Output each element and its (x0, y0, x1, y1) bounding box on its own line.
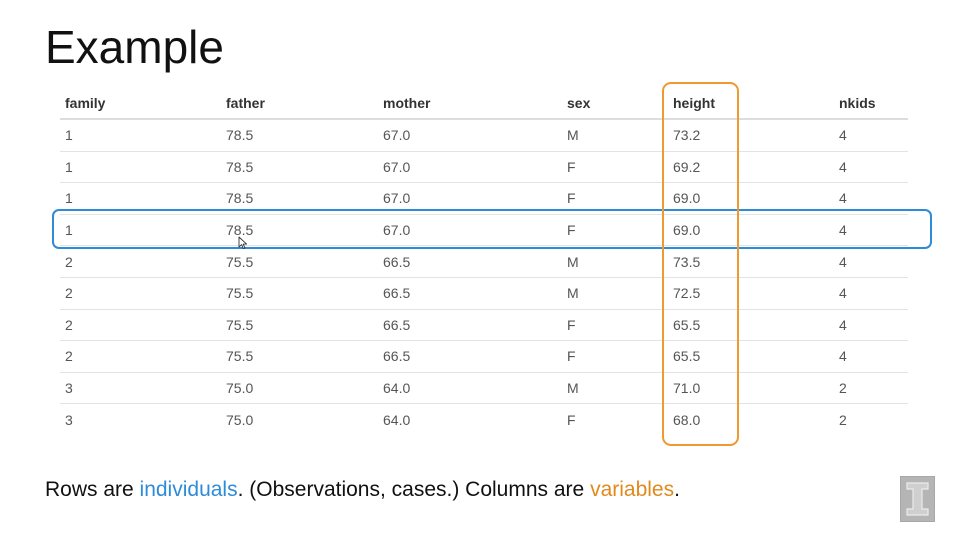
cell-sex: M (562, 245, 668, 278)
cell-height: 71.0 (668, 372, 834, 405)
cell-family: 3 (60, 372, 221, 405)
cell-sex: F (562, 309, 668, 342)
cell-height: 65.5 (668, 340, 834, 373)
header-mother: mother (378, 88, 562, 120)
slide-title: Example (45, 21, 224, 73)
caption-text-middle: . (Observations, cases.) Columns are (237, 478, 591, 501)
cell-height: 73.2 (668, 119, 834, 152)
cell-family: 1 (60, 214, 221, 247)
table-row: 2 75.5 66.5 M 72.5 4 (60, 277, 908, 310)
table-row: 1 78.5 67.0 F 69.0 4 (60, 182, 908, 215)
university-block-i-logo-icon (900, 476, 935, 522)
cell-mother: 66.5 (378, 277, 562, 310)
cell-mother: 67.0 (378, 214, 562, 247)
header-row: family father mother sex height nkids (60, 88, 908, 120)
cell-height: 73.5 (668, 245, 834, 278)
cell-father: 75.5 (221, 309, 378, 342)
caption-word-variables: variables (590, 478, 675, 501)
cell-nkids: 4 (834, 214, 908, 247)
cell-family: 2 (60, 245, 221, 278)
table-row: 3 75.0 64.0 F 68.0 2 (60, 404, 908, 435)
cell-height: 69.0 (668, 214, 834, 247)
cell-father: 75.5 (221, 340, 378, 373)
cell-nkids: 2 (834, 372, 908, 405)
cell-nkids: 4 (834, 277, 908, 310)
cell-mother: 67.0 (378, 151, 562, 184)
header-nkids: nkids (834, 88, 908, 120)
cell-mother: 64.0 (383, 411, 411, 428)
cell-father: 78.5 (221, 119, 378, 152)
cell-family: 1 (60, 182, 221, 215)
cell-family: 2 (60, 277, 221, 310)
cell-nkids: 4 (834, 151, 908, 184)
caption-word-individuals: individuals (139, 478, 238, 501)
cell-family: 1 (60, 151, 221, 184)
table-row-highlighted: 1 78.5 67.0 F 69.0 4 (60, 214, 908, 247)
cell-nkids: 4 (834, 309, 908, 342)
cell-nkids: 4 (834, 340, 908, 373)
cell-family: 2 (60, 340, 221, 373)
table-header: family father mother sex height nkids (60, 88, 908, 120)
table-row: 2 75.5 66.5 M 73.5 4 (60, 245, 908, 278)
cell-father: 78.5 (221, 214, 378, 247)
cell-nkids: 4 (834, 245, 908, 278)
cell-mother: 64.0 (378, 372, 562, 405)
cell-father: 78.5 (221, 182, 378, 215)
caption-text-end: . (674, 478, 680, 501)
cell-mother: 66.5 (378, 309, 562, 342)
data-table: family father mother sex height nkids 1 … (60, 88, 908, 435)
cell-father: 75.5 (221, 277, 378, 310)
cell-sex: F (567, 411, 576, 428)
cell-sex: F (562, 214, 668, 247)
table-row: 3 75.0 64.0 M 71.0 2 (60, 372, 908, 405)
cell-nkids: 4 (834, 182, 908, 215)
cell-height: 69.0 (668, 182, 834, 215)
cell-sex: M (562, 372, 668, 405)
cell-nkids: 4 (834, 119, 908, 152)
cell-father: 75.0 (221, 372, 378, 405)
cell-father: 75.0 (226, 411, 254, 428)
header-sex: sex (562, 88, 668, 120)
table-body: 1 78.5 67.0 M 73.2 4 1 78.5 67.0 F 69.2 … (60, 119, 908, 435)
table-row: 2 75.5 66.5 F 65.5 4 (60, 309, 908, 342)
cell-height: 68.0 (673, 411, 701, 428)
table-row: 1 78.5 67.0 F 69.2 4 (60, 151, 908, 184)
cell-mother: 67.0 (378, 182, 562, 215)
cell-height: 69.2 (668, 151, 834, 184)
cell-nkids: 2 (839, 411, 847, 428)
cell-father: 75.5 (221, 245, 378, 278)
cell-family: 2 (60, 309, 221, 342)
table-row: 1 78.5 67.0 M 73.2 4 (60, 119, 908, 152)
header-height: height (668, 88, 834, 120)
slide-caption: Rows are individuals. (Observations, cas… (45, 478, 680, 502)
header-father: father (221, 88, 378, 120)
cell-sex: M (562, 119, 668, 152)
cell-sex: F (562, 340, 668, 373)
cell-sex: M (562, 277, 668, 310)
table-row: 2 75.5 66.5 F 65.5 4 (60, 340, 908, 373)
cell-mother: 66.5 (378, 245, 562, 278)
header-family: family (60, 88, 221, 120)
cell-sex: F (562, 182, 668, 215)
cell-mother: 67.0 (378, 119, 562, 152)
cell-family: 1 (60, 119, 221, 152)
cell-father: 78.5 (221, 151, 378, 184)
cell-sex: F (562, 151, 668, 184)
cell-height: 65.5 (668, 309, 834, 342)
cell-height: 72.5 (668, 277, 834, 310)
caption-text-start: Rows are (45, 478, 140, 501)
cell-mother: 66.5 (378, 340, 562, 373)
cell-family: 3 (65, 411, 73, 428)
mouse-pointer-icon (238, 236, 248, 250)
